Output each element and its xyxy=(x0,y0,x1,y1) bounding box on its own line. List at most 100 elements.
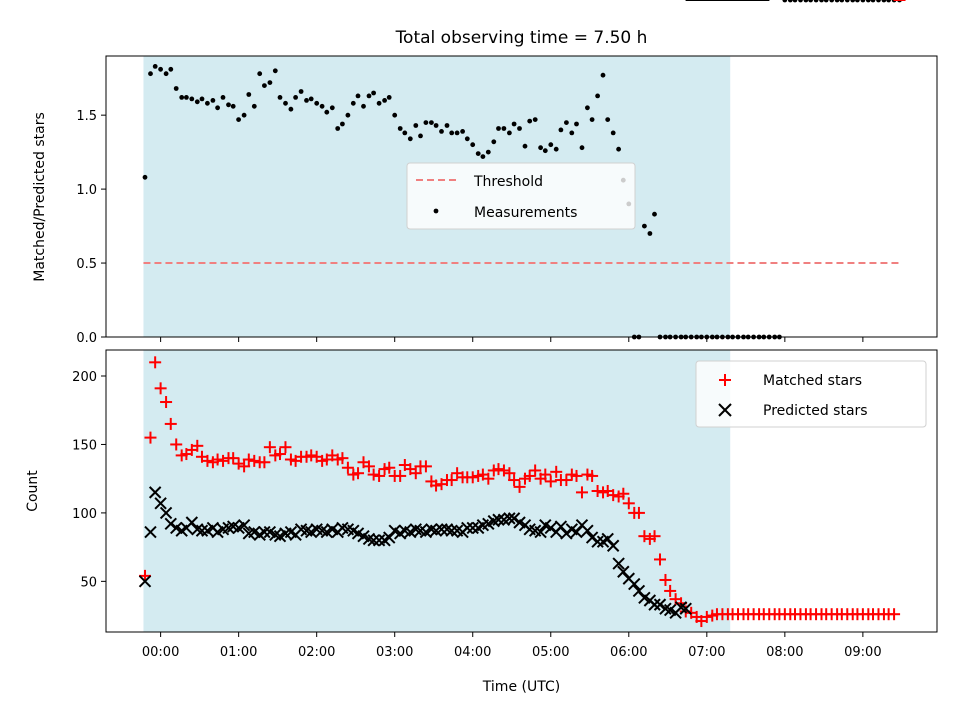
predicted-star-marker xyxy=(461,521,474,535)
matched-star-marker xyxy=(217,454,230,467)
measurement-point xyxy=(277,95,283,100)
measurement-point xyxy=(610,130,616,136)
measurement-point xyxy=(454,130,460,136)
chart-title: Total observing time = 7.50 h xyxy=(395,28,648,48)
measurement-point xyxy=(542,148,548,154)
measurement-point xyxy=(470,142,476,148)
matched-star-marker xyxy=(263,441,276,454)
ratio-y-axis-label: Matched/Predicted stars xyxy=(32,112,48,282)
predicted-star-marker xyxy=(606,539,620,552)
measurement-point xyxy=(433,123,439,128)
measurement-point xyxy=(152,64,158,69)
measurement-point xyxy=(361,103,366,109)
measurement-point xyxy=(163,71,169,77)
measurement-point xyxy=(324,109,330,115)
predicted-star-marker xyxy=(679,602,692,615)
matched-star-marker xyxy=(513,480,526,493)
measurement-point xyxy=(293,95,298,100)
predicted-star-marker xyxy=(581,524,594,537)
predicted-star-marker xyxy=(492,513,505,526)
measurement-point xyxy=(792,0,798,3)
measurement-point xyxy=(532,117,538,122)
measurement-point xyxy=(823,0,829,3)
count-x-tick-label: 08:00 xyxy=(766,645,803,660)
matched-star-marker xyxy=(274,448,287,461)
measurement-point xyxy=(350,100,356,106)
predicted-star-marker xyxy=(144,525,157,539)
measurement-point xyxy=(553,146,559,152)
matched-star-points xyxy=(139,0,906,628)
count-y-tick-label: 200 xyxy=(72,370,97,385)
legend-measurements-swatch xyxy=(433,208,439,214)
measurement-point xyxy=(148,71,153,77)
measurement-point xyxy=(226,102,231,108)
measurement-point xyxy=(813,0,819,3)
measurement-point xyxy=(511,121,517,127)
matched-star-marker xyxy=(607,489,620,502)
matched-star-marker xyxy=(638,530,651,543)
measurement-point xyxy=(308,96,314,102)
measurement-point xyxy=(579,145,585,151)
measurement-point xyxy=(386,95,392,100)
matched-star-marker xyxy=(154,382,167,395)
matched-star-marker xyxy=(544,475,557,488)
count-plot-frame xyxy=(105,349,938,633)
matched-star-marker xyxy=(497,464,510,477)
measurement-point xyxy=(241,112,247,118)
matched-star-marker xyxy=(591,485,604,497)
measurement-point xyxy=(199,96,205,102)
measurement-point xyxy=(304,98,309,103)
matched-star-marker xyxy=(632,506,645,519)
ratio-y-tick-label: 0.0 xyxy=(76,331,97,346)
predicted-star-marker xyxy=(435,523,448,536)
measurement-point xyxy=(496,126,501,131)
legend-predicted-swatch xyxy=(718,403,732,417)
measurement-point xyxy=(876,0,881,3)
matched-star-marker xyxy=(258,456,271,469)
measurement-point xyxy=(574,121,579,127)
measurement-point xyxy=(397,126,403,131)
matched-star-marker xyxy=(191,439,204,452)
measurement-point xyxy=(595,93,600,99)
measurement-point xyxy=(236,117,242,122)
ratio-plot-frame xyxy=(105,55,938,338)
measurement-point xyxy=(585,105,590,111)
measurement-point xyxy=(569,130,575,136)
predicted-star-marker xyxy=(648,598,661,611)
measurement-point xyxy=(819,0,824,3)
matched-star-marker xyxy=(508,474,521,487)
measurement-point xyxy=(803,0,809,3)
measurement-point xyxy=(371,90,376,96)
matched-star-marker xyxy=(466,471,479,484)
predicted-star-marker xyxy=(612,557,625,570)
measurement-point xyxy=(423,120,429,125)
measurement-point xyxy=(168,66,174,72)
measurement-point xyxy=(340,121,345,127)
ratio-y-tick-label: 0.5 xyxy=(76,257,97,272)
ratio-y-tick-label: 1.0 xyxy=(76,183,97,198)
matched-star-marker xyxy=(383,461,396,474)
measurement-point xyxy=(881,0,887,3)
measurement-point xyxy=(647,231,653,236)
measurement-point xyxy=(839,0,845,3)
measurement-point xyxy=(251,103,257,109)
matched-star-marker xyxy=(201,454,214,467)
legend-predicted-label: Predicted stars xyxy=(763,403,868,419)
measurement-point xyxy=(507,130,512,136)
predicted-star-marker xyxy=(534,525,547,539)
count-legend: Matched stars Predicted stars xyxy=(695,360,927,428)
matched-star-marker xyxy=(617,487,630,500)
matched-star-marker xyxy=(659,573,672,586)
measurement-point xyxy=(460,129,465,134)
measurement-point xyxy=(345,112,351,118)
measurement-point xyxy=(288,106,294,112)
count-y-axis-label: Count xyxy=(25,470,41,512)
measurement-point xyxy=(808,0,813,3)
measurement-point xyxy=(392,112,398,118)
matched-star-marker xyxy=(227,452,240,465)
count-x-tick-label: 06:00 xyxy=(610,645,647,660)
x-axis-label: Time (UTC) xyxy=(482,679,560,695)
matched-star-marker xyxy=(248,454,261,467)
matched-star-marker xyxy=(409,467,422,480)
